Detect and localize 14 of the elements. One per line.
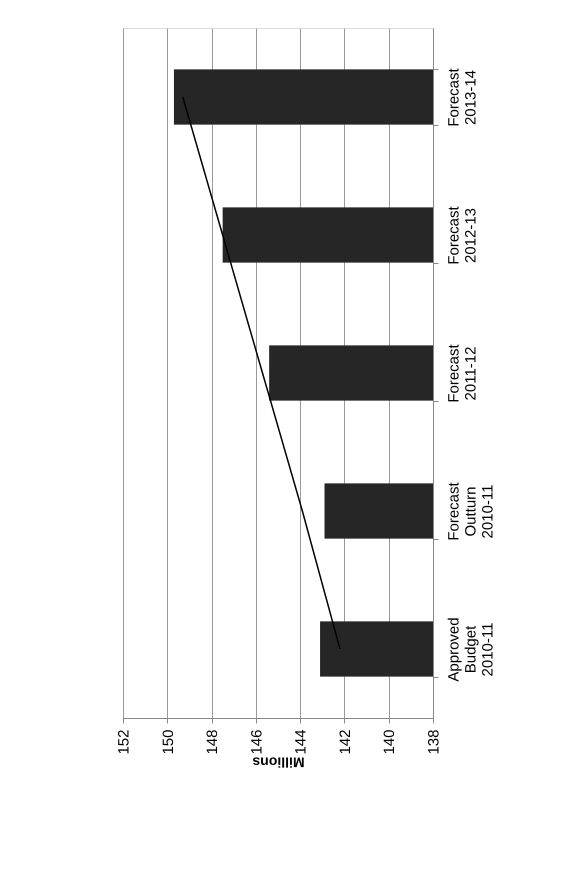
x-tick-label: 152 — [116, 730, 132, 755]
x-tick-label: 148 — [204, 730, 222, 755]
y-tick-label: Approved Budget 2010-11 — [446, 617, 496, 682]
x-tick-label: 142 — [336, 730, 354, 755]
x-tick-label: 150 — [160, 730, 177, 755]
x-tick-label: 140 — [381, 730, 398, 755]
x-tick-label: 138 — [426, 730, 442, 755]
y-tick-label: Forecast Outturn 2010-11 — [446, 481, 496, 541]
y-tick-label: Forecast 2012-13 — [446, 205, 480, 265]
x-tick-label: 146 — [248, 730, 266, 755]
x-tick-label: 144 — [292, 730, 310, 755]
y-tick-label: Forecast 2013-14 — [446, 67, 480, 127]
x-axis-title: Millions — [252, 754, 305, 771]
y-tick-label: Forecast 2011-12 — [446, 343, 480, 403]
